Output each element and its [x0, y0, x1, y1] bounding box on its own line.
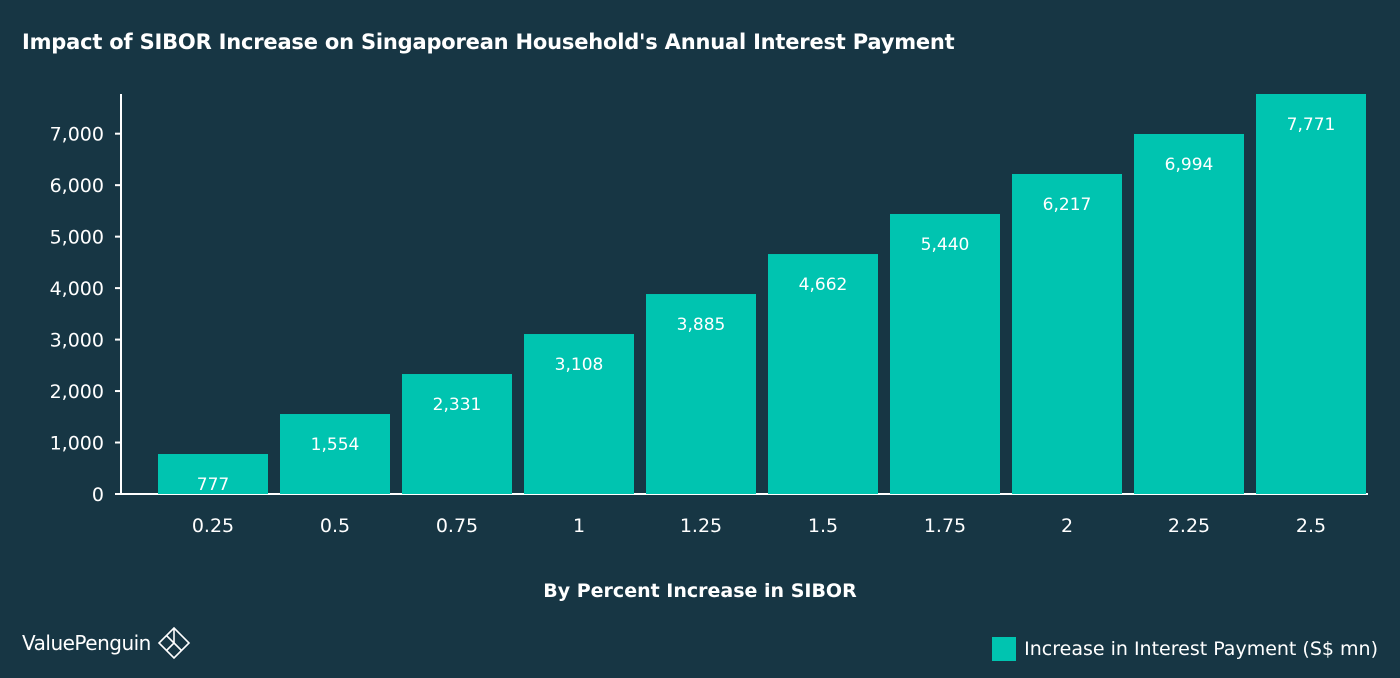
- bar: [402, 374, 512, 494]
- data-label: 4,662: [799, 275, 848, 295]
- bar: [646, 294, 756, 494]
- data-label: 777: [197, 475, 229, 495]
- data-label: 2,331: [433, 395, 482, 415]
- data-label: 6,994: [1165, 155, 1214, 175]
- y-tick-label: 7,000: [50, 124, 104, 146]
- logo: ValuePenguin: [22, 626, 191, 660]
- bar: [1012, 173, 1122, 495]
- y-tick-label: 0: [92, 484, 104, 506]
- bar: [768, 254, 878, 494]
- x-tick-label: 2: [1061, 515, 1073, 537]
- logo-text: ValuePenguin: [22, 631, 151, 655]
- bar: [1134, 133, 1244, 494]
- x-tick-label: 1.25: [680, 515, 722, 537]
- x-axis-title: By Percent Increase in SIBOR: [543, 580, 857, 602]
- x-tick-label: 1: [573, 515, 585, 537]
- bar: [890, 213, 1000, 494]
- valuepenguin-logo-icon: [157, 626, 190, 660]
- x-tick-label: 1.75: [924, 515, 966, 537]
- y-tick-label: 5,000: [50, 227, 104, 249]
- data-label: 3,885: [677, 315, 726, 335]
- x-tick-label: 1.5: [808, 515, 838, 537]
- legend: Increase in Interest Payment (S$ mn): [992, 637, 1378, 661]
- x-tick-label: 0.5: [320, 515, 350, 537]
- data-label: 6,217: [1043, 195, 1092, 215]
- bar: [1256, 94, 1366, 494]
- y-tick-label: 1,000: [50, 433, 104, 455]
- x-tick-label: 2.25: [1168, 515, 1210, 537]
- bar: [158, 454, 268, 494]
- y-tick-label: 3,000: [50, 330, 104, 352]
- x-tick-label: 0.25: [192, 515, 234, 537]
- legend-swatch: [992, 637, 1017, 661]
- x-tick-label: 2.5: [1296, 515, 1326, 537]
- y-tick-label: 4,000: [50, 278, 104, 300]
- x-tick-label: 0.75: [436, 515, 478, 537]
- bar: [524, 334, 634, 494]
- data-label: 5,440: [921, 235, 970, 255]
- y-tick-label: 2,000: [50, 381, 104, 403]
- legend-label: Increase in Interest Payment (S$ mn): [1024, 638, 1378, 660]
- chart-title: Impact of SIBOR Increase on Singaporean …: [22, 30, 955, 54]
- bar: [280, 414, 390, 494]
- y-tick-label: 6,000: [50, 175, 104, 197]
- data-label: 1,554: [311, 435, 360, 455]
- data-label: 7,771: [1287, 115, 1336, 135]
- data-label: 3,108: [555, 355, 604, 375]
